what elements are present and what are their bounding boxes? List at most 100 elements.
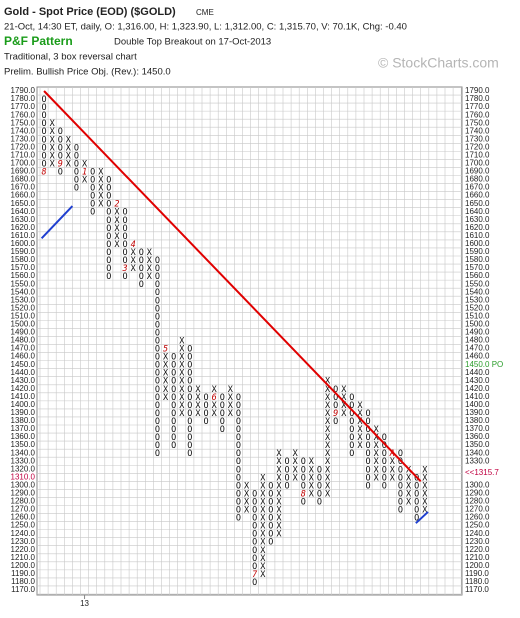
o-box: O [317,489,322,499]
y-tick-label-right: 1350.0 [465,440,490,449]
o-box: O [58,135,63,145]
o-box: O [155,409,160,419]
x-box: X [422,481,428,491]
o-box: O [106,208,111,218]
o-box: O [333,401,338,411]
y-tick-label-right: 1640.0 [465,207,490,216]
x-box: X [147,248,153,258]
o-box: O [187,345,192,355]
y-tick-label: 1200.0 [11,561,36,570]
o-box: O [252,506,257,516]
x-box: X [374,473,380,483]
x-box: X [276,473,282,483]
o-box: O [187,377,192,387]
y-tick-label: 1600.0 [11,239,36,248]
x-box: X [50,151,56,161]
o-box: O [236,425,241,435]
pattern: Double Top Breakout on 17-Oct-2013 [114,37,271,48]
x-box: X [163,385,169,395]
o-box: O [171,401,176,411]
o-box: O [122,216,127,226]
y-tick-label: 1610.0 [11,231,36,240]
o-box: O [187,369,192,379]
x-box: X [325,489,331,499]
y-tick-label: 1770.0 [11,102,36,111]
o-box: O [236,409,241,419]
o-box: O [349,449,354,459]
x-box: X [309,481,315,491]
o-box: O [74,151,79,161]
y-tick-label: 1180.0 [11,577,35,586]
x-box: X [341,393,347,403]
x-box: X [390,473,396,483]
x-box: X [195,385,201,395]
x-box: X [244,481,250,491]
x-box: X [276,506,282,516]
o-box: O [41,135,46,145]
o-box: O [90,184,95,194]
y-tick-label: 1590.0 [11,247,36,256]
x-tick-label: 13 [80,599,89,608]
x-box: X [131,264,137,274]
o-box: O [301,465,306,475]
o-box: O [74,176,79,186]
x-box: X [374,457,380,467]
o-box: O [155,264,160,274]
o-box: O [220,393,225,403]
month-mark: 9 [333,409,338,419]
y-tick-label-right: 1480.0 [465,336,490,345]
x-box: X [260,473,266,483]
o-box: O [106,184,111,194]
o-box: O [171,441,176,451]
x-box: X [260,514,266,524]
y-tick-label: 1690.0 [11,167,36,176]
month-mark: 2 [114,200,119,210]
o-box: O [349,425,354,435]
y-tick-label-right: 1430.0 [465,376,490,385]
o-box: O [252,578,257,588]
o-box: O [122,208,127,218]
o-box: O [155,312,160,322]
x-box: X [98,184,104,194]
o-box: O [58,127,63,137]
y-tick-label: 1220.0 [11,545,36,554]
x-box: X [228,409,234,419]
y-tick-label: 1430.0 [11,376,36,385]
x-box: X [276,457,282,467]
y-tick-label: 1470.0 [11,344,36,353]
y-tick-label-right: 1610.0 [465,231,490,240]
o-box: O [187,417,192,427]
x-box: X [276,449,282,459]
x-box: X [325,441,331,451]
y-tick-label-right: 1780.0 [465,94,490,103]
o-box: O [41,111,46,121]
y-tick-label: 1280.0 [11,497,36,506]
o-box: O [284,465,289,475]
o-box: O [414,489,419,499]
o-box: O [155,385,160,395]
x-box: X [276,530,282,540]
x-box: X [260,554,266,564]
y-tick-label-right: 1300.0 [465,480,490,489]
y-tick-label-right: 1580.0 [465,255,490,264]
o-box: O [155,280,160,290]
y-tick-label: 1290.0 [11,489,36,498]
o-box: O [268,497,273,507]
x-box: X [244,489,250,499]
o-box: O [122,256,127,266]
x-box: X [374,465,380,475]
o-box: O [58,143,63,153]
x-box: X [82,176,88,186]
o-box: O [268,530,273,540]
x-box: X [212,385,218,395]
o-box: O [41,119,46,129]
y-tick-label: 1510.0 [11,311,36,320]
